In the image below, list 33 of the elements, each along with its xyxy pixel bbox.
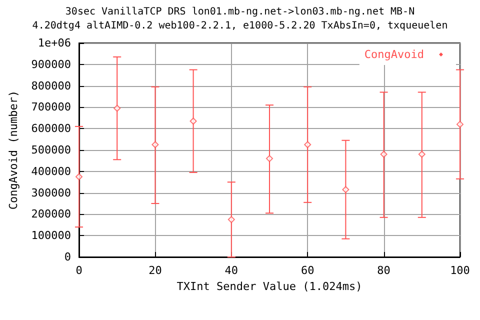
x-axis-title: TXInt Sender Value (1.024ms) <box>176 280 362 293</box>
x-tick-label: 80 <box>377 264 390 277</box>
point <box>266 155 273 162</box>
point <box>228 216 235 224</box>
chart-subtitle: 4.20dtg4 altAIMD-0.2 web100-2.2.1, e1000-5.2.20 TxAbsIn=0, txqueuelen <box>32 20 448 32</box>
y-tick-label: 500000 <box>31 144 71 156</box>
point <box>456 120 464 128</box>
point <box>76 173 82 180</box>
chart-title: 30sec VanillaTCP DRS lon01.mb-ng.net->lon03.mb-ng.net MB-N <box>65 6 415 18</box>
x-tick-label: 0 <box>76 264 82 277</box>
x-tick-label: 100 <box>450 264 470 277</box>
x-tick-label: 60 <box>300 264 314 277</box>
y-tick-label: 300000 <box>31 186 71 200</box>
legend-label: CongAvoid <box>364 48 424 61</box>
y-tick-label: 0 <box>64 250 71 264</box>
point <box>152 141 159 148</box>
y-tick-label: 100000 <box>31 229 71 242</box>
point <box>380 150 388 158</box>
x-tick-label: 40 <box>224 264 238 277</box>
point <box>190 118 197 125</box>
point <box>114 104 121 112</box>
x-tick-label: 20 <box>148 264 162 277</box>
y-tick-label: 600000 <box>31 122 71 136</box>
y-tick-label: 700000 <box>31 100 71 114</box>
y-tick-label: 800000 <box>31 79 71 92</box>
y-tick-label: 400000 <box>31 164 71 178</box>
y-tick-label: 900000 <box>31 58 71 71</box>
point <box>418 150 426 158</box>
y-tick-label: 200000 <box>31 208 71 221</box>
y-tick-label: 1e+06 <box>38 36 71 50</box>
point <box>304 141 312 148</box>
y-axis-title: CongAvoid (number) <box>7 90 20 210</box>
point <box>342 186 350 194</box>
